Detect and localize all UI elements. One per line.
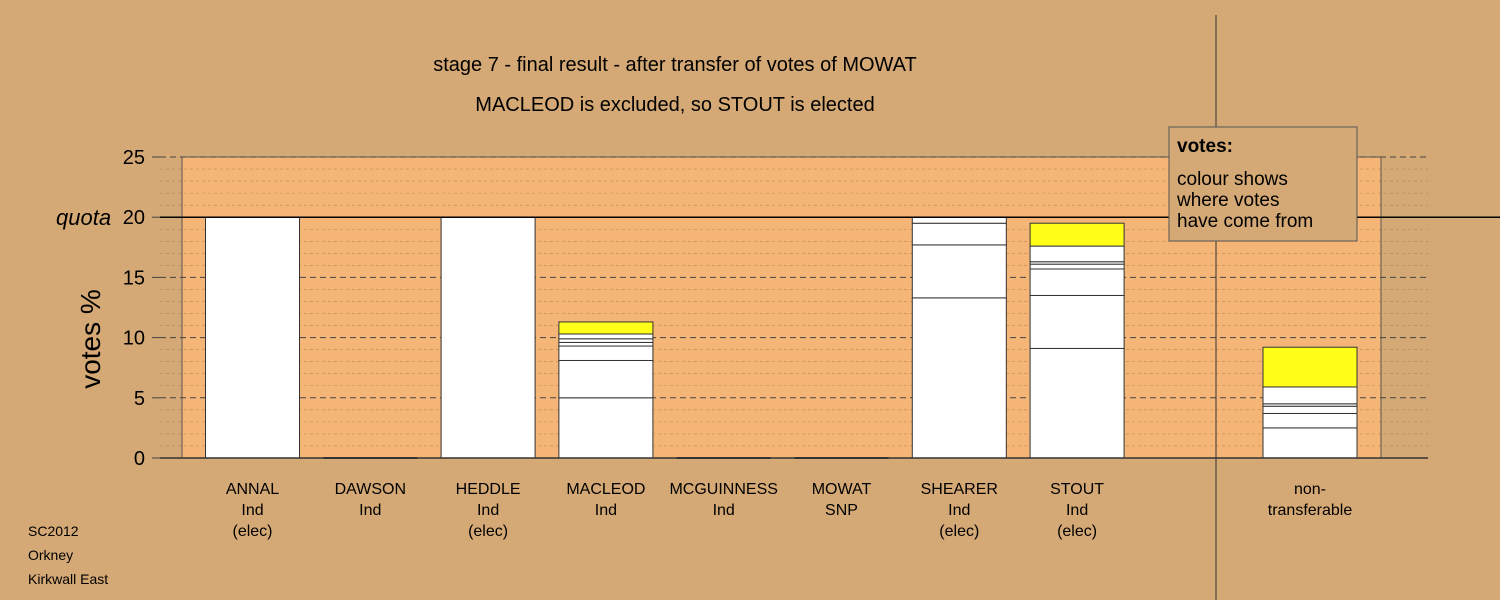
bar-segment — [558, 321, 654, 335]
candidate-party: Ind — [241, 502, 263, 519]
candidate-party: Ind — [477, 502, 499, 519]
candidate-name: MACLEOD — [566, 481, 645, 498]
bar-macleod — [558, 321, 654, 459]
legend-title: votes: — [1177, 136, 1233, 157]
footer: SC2012 Orkney Kirkwall East — [28, 523, 108, 587]
bar-segment — [558, 338, 654, 343]
bar-segment — [1262, 346, 1358, 388]
candidate-name: DAWSON — [335, 481, 406, 498]
candidate-status: (elec) — [468, 523, 508, 540]
candidate-name: SHEARER — [921, 481, 998, 498]
bar-heddle — [440, 216, 536, 459]
candidate-party: Ind — [359, 502, 381, 519]
y-tick-label: 10 — [123, 328, 145, 350]
candidate-name: MCGUINNESS — [669, 481, 777, 498]
legend-box: votes: colour shows where votes have com… — [1168, 126, 1358, 242]
bar-segment — [1029, 294, 1125, 349]
footer-election: SC2012 — [28, 523, 79, 539]
legend-line: colour shows — [1177, 169, 1288, 190]
bar-segment — [1029, 268, 1125, 296]
legend-line: where votes — [1176, 190, 1279, 211]
y-axis-label: votes % — [75, 289, 106, 389]
bar-nontransferable — [1262, 346, 1358, 459]
candidate-name: ANNAL — [226, 481, 279, 498]
bar-segment — [1029, 245, 1125, 263]
candidate-name: HEDDLE — [456, 481, 521, 498]
y-tick-label: 25 — [123, 147, 145, 169]
bar-segment — [911, 244, 1007, 299]
quota-label: quota — [56, 205, 111, 230]
footer-council: Orkney — [28, 547, 73, 563]
bar-segment — [1262, 412, 1358, 429]
bar-segment — [911, 222, 1007, 246]
bar-annal — [205, 216, 300, 459]
candidate-party: Ind — [595, 502, 617, 519]
bar-stout — [1029, 222, 1125, 459]
candidate-labels: ANNAL Ind (elec) DAWSON Ind HEDDLE Ind (elec) MA… — [226, 481, 1353, 540]
bar-segment — [558, 345, 654, 361]
candidate-status: (elec) — [939, 523, 979, 540]
candidate-party: Ind — [713, 502, 735, 519]
nontransferable-label: non- — [1294, 481, 1326, 498]
footer-ward: Kirkwall East — [28, 571, 108, 587]
bar-segment — [440, 216, 536, 459]
candidate-name: MOWAT — [812, 481, 872, 498]
bar-segment — [558, 333, 654, 340]
legend-frame — [1168, 126, 1358, 242]
chart-subtitle: MACLEOD is excluded, so STOUT is elected — [475, 94, 874, 116]
y-tick-label: 20 — [123, 207, 145, 229]
bar-segment — [911, 216, 1007, 224]
y-tick-label: 5 — [134, 388, 145, 410]
candidate-status: (elec) — [1057, 523, 1097, 540]
bar-segment — [558, 359, 654, 399]
bar-segment — [1262, 427, 1358, 459]
bar-segment — [911, 297, 1007, 459]
y-tick-label: 15 — [123, 267, 145, 289]
candidate-party: Ind — [1066, 502, 1088, 519]
bar-shearer — [911, 216, 1007, 459]
nontransferable-label: transferable — [1268, 502, 1353, 519]
bar-segment — [558, 341, 654, 347]
y-tick-label: 0 — [134, 448, 145, 470]
bar-segment — [1029, 263, 1125, 270]
candidate-party: Ind — [948, 502, 970, 519]
candidate-party: SNP — [825, 502, 858, 519]
legend-line: have come from — [1177, 211, 1313, 232]
bar-segment — [1262, 386, 1358, 405]
bar-segment — [558, 397, 654, 459]
bar-segment — [1262, 405, 1358, 414]
candidate-status: (elec) — [232, 523, 272, 540]
bar-segment — [1029, 222, 1125, 247]
bars — [205, 216, 1358, 459]
candidate-name: STOUT — [1050, 481, 1104, 498]
chart-title: stage 7 - final result - after transfer … — [433, 54, 917, 76]
bar-segment — [1029, 347, 1125, 459]
bar-segment — [205, 216, 300, 459]
